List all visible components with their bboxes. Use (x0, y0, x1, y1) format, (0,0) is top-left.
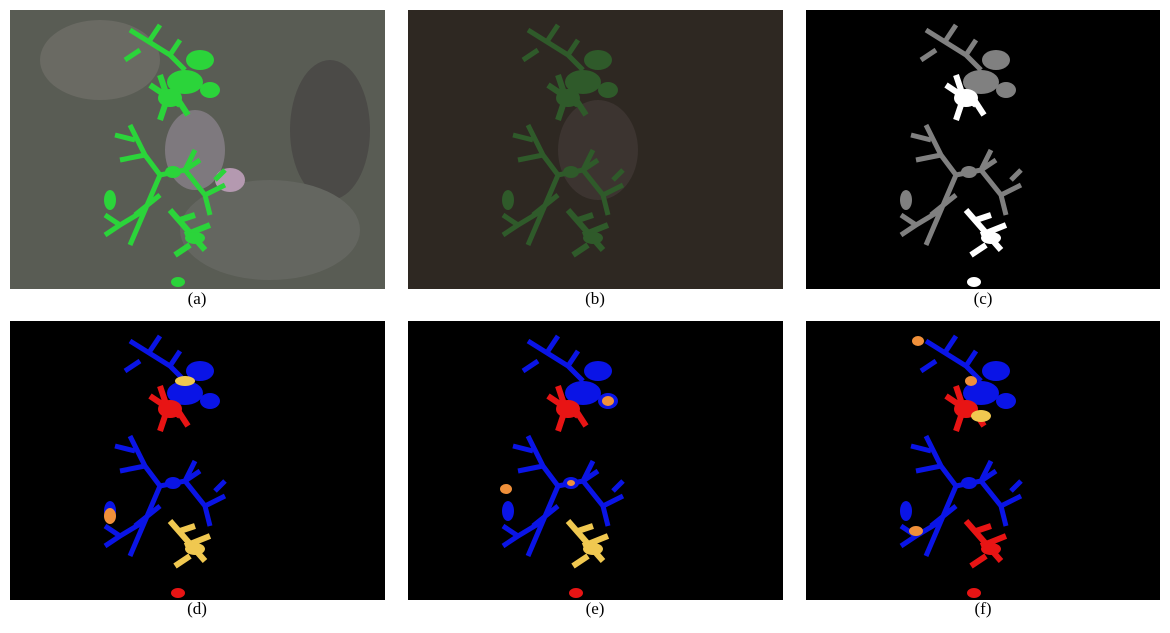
page: {"panels": [ {"caption": "(a)"}, {"capti… (0, 0, 1170, 633)
panel-seg (408, 321, 783, 600)
panel-seg (10, 321, 385, 600)
caption: (a) (188, 289, 207, 308)
caption: (d) (187, 599, 207, 618)
panel-dark (408, 10, 783, 289)
caption: (c) (974, 289, 993, 308)
caption: (f) (975, 599, 992, 618)
panel-mask (806, 10, 1160, 289)
panel-seg (806, 321, 1160, 600)
caption: (b) (585, 289, 605, 308)
figure: (a) (b) (c) (d) (e) (0, 0, 1170, 633)
panel-rgb (10, 10, 385, 289)
caption: (e) (586, 599, 605, 618)
